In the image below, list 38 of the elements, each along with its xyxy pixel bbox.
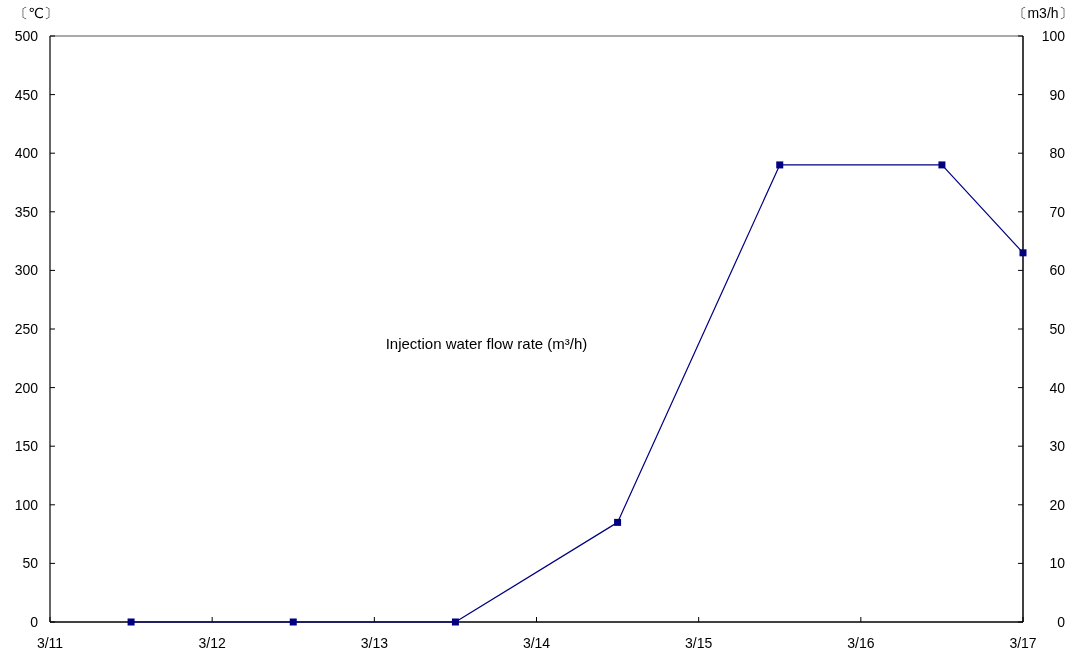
y-tick-label: 100 xyxy=(14,496,39,513)
point xyxy=(289,618,297,626)
point xyxy=(938,161,946,169)
y-tick-label: 50 xyxy=(22,555,39,572)
point xyxy=(776,161,784,169)
y-tick-label: 450 xyxy=(14,86,39,103)
x-tick-label: 3/16 xyxy=(847,635,875,651)
x-tick-label: 3/15 xyxy=(685,635,713,651)
point xyxy=(614,518,622,526)
y-tick-label: 0 xyxy=(30,613,39,630)
y-tick-label: 200 xyxy=(14,379,39,396)
y2-tick-label: 100 xyxy=(1041,27,1066,44)
y2-tick-label: 20 xyxy=(1049,496,1066,513)
x-tick-label: 3/13 xyxy=(360,635,389,651)
y2-tick-label: 80 xyxy=(1049,145,1066,162)
y2-tick-label: 70 xyxy=(1049,203,1066,220)
y-tick-label: 150 xyxy=(14,438,39,455)
y2-tick-label: 30 xyxy=(1049,438,1066,455)
y2-tick-label: 90 xyxy=(1049,86,1066,103)
y-axis-title: 〔℃〕 xyxy=(14,5,58,21)
y2-tick-label: 0 xyxy=(1057,613,1066,630)
point xyxy=(127,618,135,626)
point xyxy=(451,618,459,626)
y-tick-label: 300 xyxy=(14,262,39,279)
y-tick-label: 400 xyxy=(14,145,39,162)
x-tick-label: 3/11 xyxy=(36,635,64,651)
y2-tick-label: 60 xyxy=(1049,262,1066,279)
x-tick-label: 3/17 xyxy=(1009,635,1037,651)
y2-axis-title: 〔m3/h〕 xyxy=(1013,5,1073,21)
text: Injection water flow rate (m³/h) xyxy=(385,335,588,352)
x-tick-label: 3/14 xyxy=(522,635,551,651)
y-tick-label: 500 xyxy=(14,27,39,44)
y-tick-label: 350 xyxy=(14,203,39,220)
y2-tick-label: 50 xyxy=(1049,320,1066,337)
x-tick-label: 3/12 xyxy=(198,635,226,651)
y2-tick-label: 40 xyxy=(1049,379,1066,396)
y-tick-label: 250 xyxy=(14,320,39,337)
y2-tick-label: 10 xyxy=(1049,555,1066,572)
